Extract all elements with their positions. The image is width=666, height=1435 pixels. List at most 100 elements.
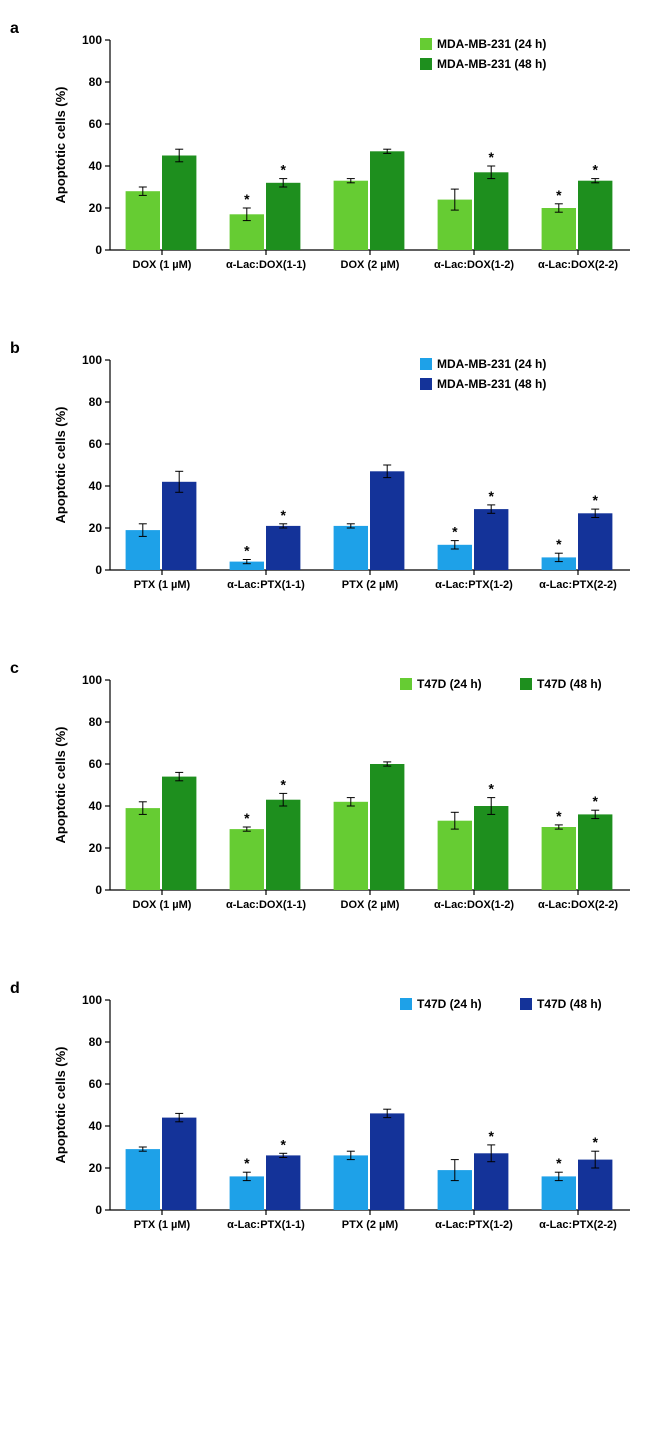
svg-text:Apoptotic cells (%): Apoptotic cells (%) — [53, 406, 68, 523]
bar — [162, 482, 196, 570]
svg-text:α-Lac:DOX(1-1): α-Lac:DOX(1-1) — [226, 899, 306, 911]
bar — [162, 156, 196, 251]
bar — [162, 1118, 196, 1210]
svg-text:α-Lac:PTX(2-2): α-Lac:PTX(2-2) — [539, 579, 617, 591]
bar — [542, 827, 576, 890]
bar — [578, 181, 612, 250]
legend-swatch — [420, 378, 432, 390]
chart-wrap: 020406080100Apoptotic cells (%)PTX (1 µM… — [40, 980, 656, 1260]
svg-text:0: 0 — [95, 883, 102, 897]
panel-a: a020406080100Apoptotic cells (%)DOX (1 µ… — [10, 20, 656, 300]
significance-star: * — [244, 543, 250, 559]
svg-text:80: 80 — [89, 1035, 103, 1049]
bar — [230, 1176, 264, 1210]
significance-star: * — [556, 187, 562, 203]
legend-label: T47D (24 h) — [417, 997, 482, 1011]
bar — [370, 151, 404, 250]
svg-text:0: 0 — [95, 243, 102, 257]
svg-text:PTX (2 µM): PTX (2 µM) — [342, 1219, 399, 1231]
bar-chart: 020406080100Apoptotic cells (%)PTX (1 µM… — [40, 980, 640, 1260]
panel-c: c020406080100Apoptotic cells (%)DOX (1 µ… — [10, 660, 656, 940]
bar — [370, 1113, 404, 1210]
legend-label: T47D (48 h) — [537, 677, 602, 691]
svg-text:0: 0 — [95, 563, 102, 577]
svg-text:20: 20 — [89, 521, 103, 535]
significance-star: * — [592, 1134, 598, 1150]
chart-wrap: 020406080100Apoptotic cells (%)PTX (1 µM… — [40, 340, 656, 620]
panel-d: d020406080100Apoptotic cells (%)PTX (1 µ… — [10, 980, 656, 1260]
svg-text:α-Lac:PTX(1-2): α-Lac:PTX(1-2) — [435, 579, 513, 591]
svg-text:40: 40 — [89, 159, 103, 173]
bar — [334, 526, 368, 570]
svg-text:Apoptotic cells (%): Apoptotic cells (%) — [53, 86, 68, 203]
bar — [266, 526, 300, 570]
legend-swatch — [520, 678, 532, 690]
bar — [334, 802, 368, 890]
panel-b: b020406080100Apoptotic cells (%)PTX (1 µ… — [10, 340, 656, 620]
svg-text:40: 40 — [89, 1119, 103, 1133]
legend-label: T47D (24 h) — [417, 677, 482, 691]
svg-text:60: 60 — [89, 437, 103, 451]
legend-label: T47D (48 h) — [537, 997, 602, 1011]
svg-text:80: 80 — [89, 395, 103, 409]
bar — [230, 829, 264, 890]
bar — [578, 513, 612, 570]
bar — [162, 777, 196, 890]
svg-text:DOX (2 µM): DOX (2 µM) — [341, 899, 400, 911]
svg-text:20: 20 — [89, 201, 103, 215]
significance-star: * — [244, 810, 250, 826]
significance-star: * — [280, 162, 286, 178]
legend-label: MDA-MB-231 (48 h) — [437, 377, 546, 391]
significance-star: * — [592, 793, 598, 809]
svg-text:100: 100 — [82, 673, 102, 687]
svg-text:20: 20 — [89, 1161, 103, 1175]
chart-wrap: 020406080100Apoptotic cells (%)DOX (1 µM… — [40, 20, 656, 300]
significance-star: * — [556, 536, 562, 552]
significance-star: * — [592, 162, 598, 178]
legend-label: MDA-MB-231 (24 h) — [437, 357, 546, 371]
bar — [370, 471, 404, 570]
svg-text:DOX (1 µM): DOX (1 µM) — [133, 259, 192, 271]
bar — [474, 509, 508, 570]
significance-star: * — [556, 1155, 562, 1171]
bar — [474, 172, 508, 250]
significance-star: * — [244, 1155, 250, 1171]
significance-star: * — [488, 488, 494, 504]
figure-root: a020406080100Apoptotic cells (%)DOX (1 µ… — [10, 20, 656, 1260]
svg-text:80: 80 — [89, 75, 103, 89]
svg-text:40: 40 — [89, 479, 103, 493]
bar — [266, 1155, 300, 1210]
significance-star: * — [280, 776, 286, 792]
svg-text:α-Lac:DOX(1-1): α-Lac:DOX(1-1) — [226, 259, 306, 271]
bar — [126, 1149, 160, 1210]
significance-star: * — [452, 524, 458, 540]
svg-text:DOX (1 µM): DOX (1 µM) — [133, 899, 192, 911]
bar-chart: 020406080100Apoptotic cells (%)PTX (1 µM… — [40, 340, 640, 620]
bar — [474, 806, 508, 890]
bar — [266, 800, 300, 890]
bar — [266, 183, 300, 250]
legend-label: MDA-MB-231 (24 h) — [437, 37, 546, 51]
svg-text:Apoptotic cells (%): Apoptotic cells (%) — [53, 1046, 68, 1163]
significance-star: * — [488, 1128, 494, 1144]
bar-chart: 020406080100Apoptotic cells (%)DOX (1 µM… — [40, 20, 640, 300]
bar — [578, 814, 612, 890]
svg-text:α-Lac:DOX(2-2): α-Lac:DOX(2-2) — [538, 259, 618, 271]
bar — [370, 764, 404, 890]
bar — [542, 1176, 576, 1210]
legend-swatch — [400, 998, 412, 1010]
svg-text:100: 100 — [82, 993, 102, 1007]
svg-text:20: 20 — [89, 841, 103, 855]
significance-star: * — [280, 1136, 286, 1152]
bar — [438, 821, 472, 890]
significance-star: * — [592, 492, 598, 508]
legend-swatch — [400, 678, 412, 690]
significance-star: * — [280, 507, 286, 523]
bar — [126, 808, 160, 890]
svg-text:0: 0 — [95, 1203, 102, 1217]
svg-text:40: 40 — [89, 799, 103, 813]
legend-label: MDA-MB-231 (48 h) — [437, 57, 546, 71]
svg-text:60: 60 — [89, 1077, 103, 1091]
bar-chart: 020406080100Apoptotic cells (%)DOX (1 µM… — [40, 660, 640, 940]
svg-text:60: 60 — [89, 117, 103, 131]
